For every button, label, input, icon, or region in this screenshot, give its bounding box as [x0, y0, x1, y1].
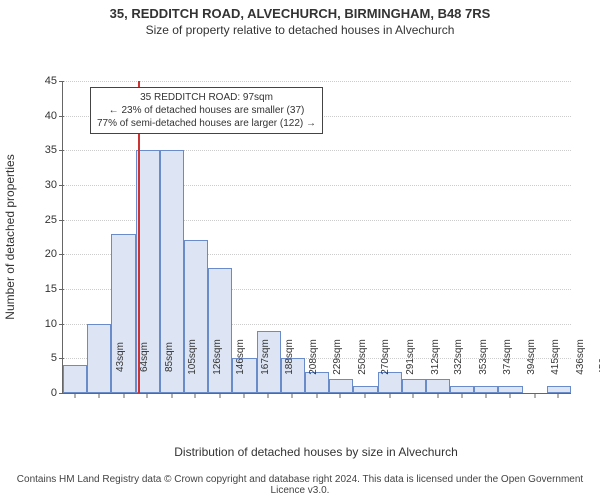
x-tick-mark [123, 393, 124, 398]
x-tick-mark [171, 393, 172, 398]
x-axis-label: Distribution of detached houses by size … [62, 445, 570, 459]
x-tick-mark [412, 393, 413, 398]
x-tick-mark [74, 393, 75, 398]
y-axis-label: Number of detached properties [3, 154, 17, 319]
y-tick-label: 40 [45, 110, 63, 122]
chart-area: 05101520253035404543sqm64sqm85sqm105sqm1… [0, 37, 600, 457]
credit-text: Contains HM Land Registry data © Crown c… [0, 474, 600, 496]
x-tick-mark [558, 393, 559, 398]
histogram-bar [402, 379, 426, 393]
histogram-bar [474, 386, 498, 393]
annotation-line: 35 REDDITCH ROAD: 97sqm [97, 91, 316, 104]
y-tick-label: 10 [45, 318, 63, 330]
annotation-line: ← 23% of detached houses are smaller (37… [97, 104, 316, 117]
x-tick-label: 456sqm [558, 339, 600, 375]
x-tick-mark [147, 393, 148, 398]
y-tick-label: 45 [45, 75, 63, 87]
histogram-bar [378, 372, 402, 393]
y-tick-label: 5 [51, 352, 63, 364]
x-tick-mark [267, 393, 268, 398]
x-tick-mark [292, 393, 293, 398]
x-tick-mark [99, 393, 100, 398]
y-tick-label: 35 [45, 144, 63, 156]
histogram-bar [426, 379, 450, 393]
x-tick-mark [364, 393, 365, 398]
x-tick-mark [534, 393, 535, 398]
annotation-box: 35 REDDITCH ROAD: 97sqm← 23% of detached… [90, 87, 323, 134]
histogram-bar [353, 386, 377, 393]
x-tick-mark [195, 393, 196, 398]
x-tick-mark [389, 393, 390, 398]
title-sub: Size of property relative to detached ho… [0, 23, 600, 37]
histogram-bar [450, 386, 474, 393]
y-tick-label: 15 [45, 283, 63, 295]
x-tick-mark [462, 393, 463, 398]
y-tick-label: 25 [45, 214, 63, 226]
histogram-bar [547, 386, 571, 393]
histogram-bar [498, 386, 522, 393]
x-tick-mark [317, 393, 318, 398]
title-block: 35, REDDITCH ROAD, ALVECHURCH, BIRMINGHA… [0, 0, 600, 37]
x-tick-mark [340, 393, 341, 398]
histogram-bar [329, 379, 353, 393]
annotation-line: 77% of semi-detached houses are larger (… [97, 117, 316, 130]
x-tick-mark [485, 393, 486, 398]
x-tick-mark [510, 393, 511, 398]
histogram-bar [305, 372, 329, 393]
x-tick-mark [437, 393, 438, 398]
x-tick-mark [219, 393, 220, 398]
y-tick-label: 30 [45, 179, 63, 191]
y-tick-label: 0 [51, 387, 63, 399]
x-tick-mark [244, 393, 245, 398]
title-main: 35, REDDITCH ROAD, ALVECHURCH, BIRMINGHA… [0, 6, 600, 21]
y-tick-label: 20 [45, 248, 63, 260]
